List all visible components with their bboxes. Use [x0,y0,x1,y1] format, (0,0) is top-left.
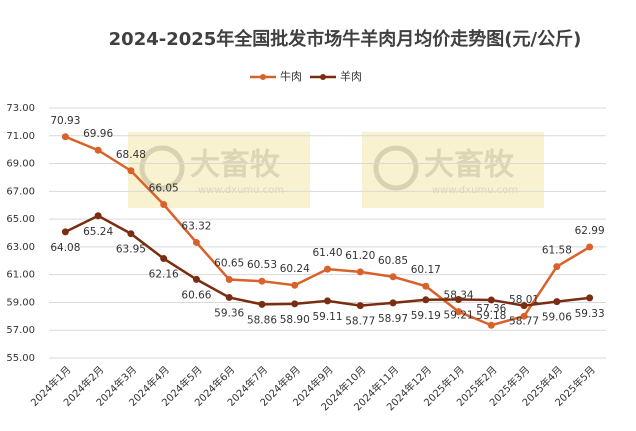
legend-marker [260,74,266,80]
data-point [94,146,102,154]
data-label: 63.95 [116,244,146,256]
data-label: 65.24 [83,226,113,238]
data-label: 62.16 [149,269,179,281]
watermark-box [362,132,544,208]
data-point [356,268,364,276]
data-point [61,228,69,236]
data-label: 59.19 [411,310,441,322]
data-label: 68.48 [116,149,146,161]
data-label: 63.32 [181,220,211,232]
y-tick-label: 57.00 [6,325,35,336]
data-point [553,263,561,271]
y-tick-label: 69.00 [6,159,35,170]
data-point [455,308,463,316]
watermark-url: www.dxumu.com [432,185,518,196]
data-label: 60.65 [214,258,244,270]
data-point [291,281,299,289]
data-point [127,230,135,238]
data-label: 64.08 [50,242,80,254]
data-label: 70.93 [50,115,80,127]
data-point [258,277,266,285]
data-label: 59.06 [542,312,572,324]
data-point [389,273,397,281]
data-point [94,212,102,220]
data-point [192,275,200,283]
data-point [586,294,594,302]
data-label: 60.53 [247,259,277,271]
data-label: 61.20 [345,250,375,262]
legend-label: 牛肉 [280,69,302,83]
data-point [487,321,495,329]
data-point [225,276,233,284]
data-label: 61.58 [542,245,572,257]
chart-title: 2024-2025年全国批发市场牛羊肉月均价走势图(元/公斤) [109,28,582,50]
data-point [291,300,299,308]
data-label: 57.36 [476,303,506,315]
y-tick-label: 59.00 [6,297,35,308]
watermark-logo [139,145,185,191]
watermark-logo [373,145,419,191]
y-tick-label: 55.00 [6,353,35,364]
data-label: 62.99 [575,225,605,237]
data-point [455,296,463,304]
data-point [160,201,168,209]
data-point [324,297,331,305]
y-tick-label: 73.00 [6,103,35,114]
data-point [422,282,430,290]
watermark-url: www.dxumu.com [198,185,284,196]
data-point [487,296,495,304]
data-label: 60.85 [378,255,408,267]
data-label: 59.33 [575,308,605,320]
legend-marker [320,74,326,80]
data-label: 61.40 [312,247,342,259]
watermark-text: 大畜牧 [424,148,515,183]
data-point [553,298,561,306]
watermark-box [128,132,310,208]
watermark-text: 大畜牧 [190,148,281,183]
y-tick-label: 67.00 [6,186,35,197]
data-point [389,299,397,307]
data-point [258,300,266,308]
data-point [225,293,233,301]
data-point [356,302,364,310]
data-label: 60.66 [181,289,211,301]
data-point [192,238,200,246]
y-tick-label: 65.00 [6,214,35,225]
data-point [324,265,331,273]
data-label: 59.36 [214,307,244,319]
data-label: 58.86 [247,314,277,326]
data-label: 60.17 [411,264,441,276]
data-point [61,133,69,141]
y-tick-label: 71.00 [6,131,35,142]
data-label: 59.11 [312,311,342,323]
y-tick-label: 61.00 [6,270,35,281]
data-label: 59.18 [476,310,506,322]
data-label: 58.90 [280,314,310,326]
data-point [160,255,168,263]
data-point [520,312,528,320]
data-label: 59.21 [444,310,474,322]
data-label: 69.96 [83,128,113,140]
data-point [520,302,528,310]
legend-label: 羊肉 [340,69,362,83]
data-point [422,296,430,304]
series-line [64,214,590,307]
data-point [127,167,135,175]
data-label: 66.05 [149,183,179,195]
data-label: 58.77 [509,316,539,328]
data-point [586,243,594,251]
data-label: 60.24 [280,263,310,275]
y-tick-label: 63.00 [6,242,35,253]
data-label: 58.97 [378,313,408,325]
data-label: 58.77 [345,316,375,328]
